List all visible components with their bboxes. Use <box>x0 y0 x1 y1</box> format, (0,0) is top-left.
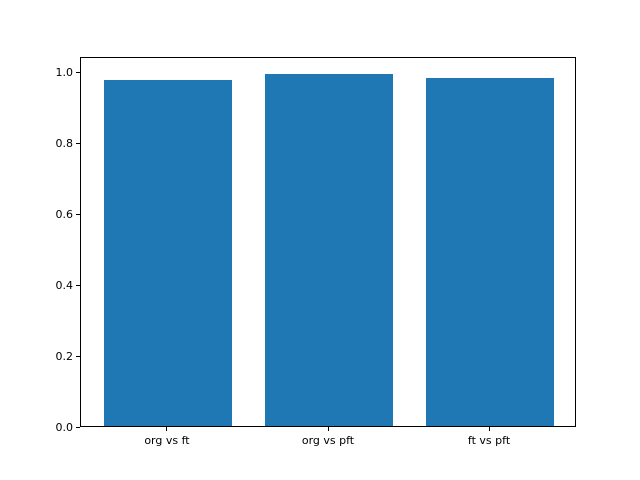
y-tick-label: 0.8 <box>55 137 74 151</box>
x-tick-mark <box>166 427 168 431</box>
y-tick-mark <box>76 426 80 428</box>
x-tick-label-org-vs-ft: org vs ft <box>144 434 190 447</box>
y-tick-label: 1.0 <box>55 66 74 80</box>
y-tick-mark <box>76 143 80 145</box>
bar-org-vs-pft <box>264 73 394 426</box>
x-tick-mark <box>488 427 490 431</box>
y-tick-label: 0.2 <box>55 349 74 363</box>
bar-ft-vs-pft <box>425 77 555 426</box>
y-tick-label: 0.0 <box>55 420 74 434</box>
plot-inner <box>81 58 575 426</box>
plot-area <box>80 57 576 427</box>
y-tick-mark <box>76 355 80 357</box>
y-tick-mark <box>76 214 80 216</box>
y-tick-mark <box>76 284 80 286</box>
x-tick-label-org-vs-pft: org vs pft <box>301 434 355 447</box>
y-tick-label: 0.4 <box>55 278 74 292</box>
bar-org-vs-ft <box>103 80 233 426</box>
y-tick-label: 0.6 <box>55 208 74 222</box>
y-tick-mark <box>76 72 80 74</box>
x-tick-label-ft-vs-pft: ft vs pft <box>467 434 511 447</box>
x-tick-mark <box>327 427 329 431</box>
